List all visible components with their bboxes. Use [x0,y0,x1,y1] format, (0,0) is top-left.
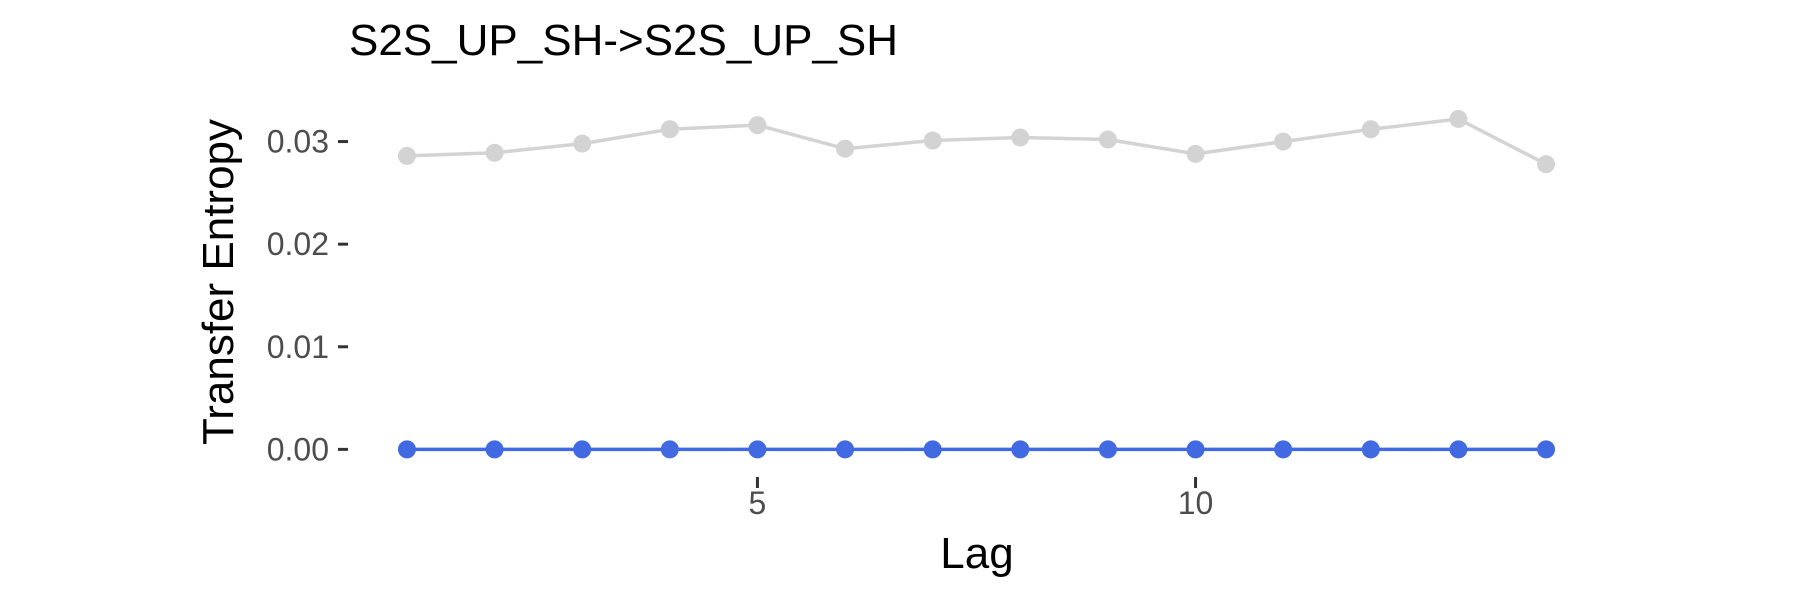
series-2-point [660,440,679,459]
series-2-point [1361,440,1380,459]
x-tick-label: 5 [749,485,767,521]
series-1-point [836,139,855,158]
series-2-point [485,440,504,459]
x-axis-label: Lag [940,529,1013,578]
series-1-point [1274,132,1293,151]
x-axis: 5 10 [749,477,1214,521]
series-1-point [573,134,592,153]
chart-title: S2S_UP_SH->S2S_UP_SH [349,16,898,65]
y-tick-label: 0.00 [267,431,329,467]
y-tick-label: 0.03 [267,124,329,160]
series-2-point [1274,440,1293,459]
series-1-point [1361,120,1380,139]
series-2-point [836,440,855,459]
series-1-point [660,120,679,139]
series-2-point [1011,440,1030,459]
y-axis: 0.00 0.01 0.02 0.03 [267,124,348,467]
series-1-point [1186,144,1205,163]
series-2-point [1186,440,1205,459]
series-1-line [406,117,1547,166]
x-tick-label: 10 [1178,485,1214,521]
series-2-point [397,440,416,459]
series-1-point [923,131,942,150]
series-2-point [573,440,592,459]
series-1-point [1537,155,1556,174]
series-2-point [1098,440,1117,459]
series-2-point [1449,440,1468,459]
series-1 [397,109,1556,174]
series-1-point [485,143,504,162]
series-1-point [1449,109,1468,128]
series-layer [397,109,1556,459]
series-1-point [1098,130,1117,149]
series-2 [397,440,1556,459]
series-1-point [748,116,767,135]
series-2-point [748,440,767,459]
series-1-point [1011,128,1030,147]
y-axis-label: Transfer Entropy [194,119,243,445]
series-2-point [923,440,942,459]
series-1-point [397,146,416,165]
series-2-point [1537,440,1556,459]
y-tick-label: 0.01 [267,329,329,365]
y-tick-label: 0.02 [267,226,329,262]
